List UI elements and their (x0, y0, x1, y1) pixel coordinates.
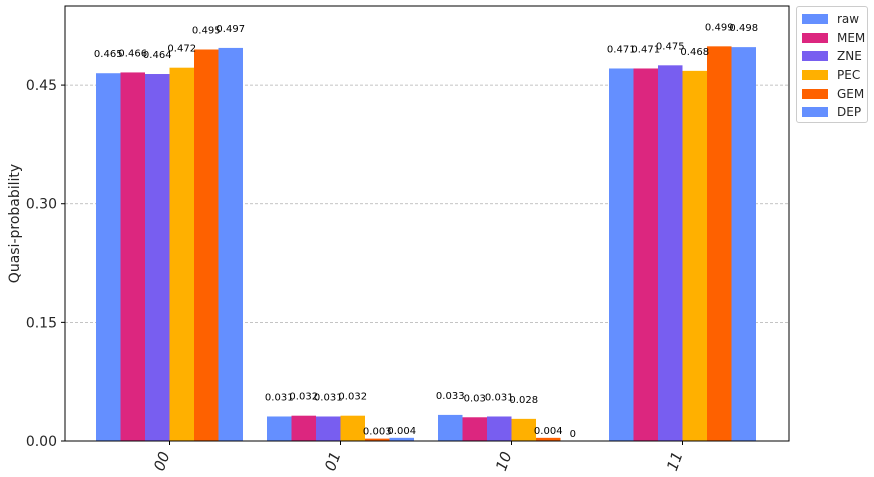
bar-zne-00 (145, 74, 170, 441)
legend-swatch (802, 51, 828, 62)
y-tick-label: 0.00 (26, 434, 57, 450)
legend-label: GEM (837, 86, 865, 101)
bar-zne-01 (316, 416, 341, 441)
data-label: 0.499 (705, 22, 734, 33)
data-label: 0.472 (167, 44, 196, 55)
bar-dep-11 (731, 47, 756, 442)
bar-mem-10 (462, 417, 487, 441)
data-label: 0.031 (485, 392, 514, 403)
bar-raw-00 (96, 73, 121, 442)
data-label: 0.468 (680, 47, 709, 58)
bar-gem-11 (707, 46, 732, 441)
data-label: 0.466 (118, 48, 147, 59)
bar-pec-00 (169, 67, 194, 441)
bar-raw-01 (267, 416, 292, 441)
legend-label: ZNE (837, 49, 862, 64)
x-tick-label: 10 (492, 449, 515, 473)
data-labels: 0.4650.4660.4640.4720.4950.4970.0310.032… (94, 22, 758, 440)
y-axis-ticks: 0.00 0.15 0.30 0.45 (26, 78, 65, 450)
data-label: 0.495 (192, 26, 221, 37)
bar-gem-10 (536, 437, 561, 441)
data-label: 0.028 (509, 395, 538, 406)
x-tick-label: 11 (663, 449, 686, 473)
bar-mem-11 (633, 68, 658, 442)
legend-swatch (802, 70, 828, 81)
legend-swatch (802, 14, 828, 25)
legend-label: DEP (837, 105, 862, 120)
legend-swatch (802, 32, 828, 43)
data-label: 0.464 (143, 50, 172, 61)
legend-label: MEM (837, 30, 866, 45)
y-tick-label: 0.15 (26, 315, 57, 331)
legend-item-pec: PEC (802, 66, 867, 85)
bar-gem-00 (194, 49, 219, 441)
legend-swatch (802, 107, 828, 118)
legend: raw MEM ZNE PEC GEM DEP (796, 6, 868, 123)
data-label: 0.033 (436, 391, 465, 402)
legend-label: raw (837, 12, 860, 27)
data-label: 0.471 (631, 44, 660, 55)
data-label: 0.004 (534, 426, 563, 437)
y-axis-title: Quasi-probability (7, 164, 23, 283)
legend-item-mem: MEM (802, 29, 867, 48)
data-label: 0.004 (387, 426, 416, 437)
data-label: 0.031 (265, 392, 294, 403)
bar-mem-01 (291, 415, 316, 441)
x-tick-label: 00 (150, 449, 173, 473)
plot-area-frame (64, 5, 790, 442)
data-label: 0 (570, 429, 576, 440)
legend-swatch (802, 88, 828, 99)
x-axis-ticks: 00 01 10 11 (150, 441, 687, 473)
bar-pec-01 (340, 415, 365, 441)
data-label: 0.498 (729, 23, 758, 34)
data-label: 0.032 (338, 392, 367, 403)
legend-label: PEC (837, 68, 861, 83)
legend-item-zne: ZNE (802, 47, 867, 66)
data-label: 0.003 (363, 427, 392, 438)
legend-item-dep: DEP (802, 103, 867, 122)
bars (96, 46, 756, 442)
legend-item-raw: raw (802, 10, 867, 29)
bar-dep-01 (389, 437, 414, 441)
bar-gem-01 (365, 438, 390, 441)
bar-zne-10 (487, 416, 512, 441)
bar-pec-10 (511, 418, 536, 441)
y-tick-label: 0.45 (26, 78, 57, 94)
bar-zne-11 (658, 65, 683, 442)
data-label: 0.031 (314, 392, 343, 403)
data-label: 0.475 (656, 41, 685, 52)
bar-raw-11 (609, 68, 634, 442)
data-label: 0.465 (94, 49, 123, 60)
data-label: 0.032 (289, 392, 318, 403)
bar-pec-11 (682, 70, 707, 441)
data-label: 0.03 (464, 393, 486, 404)
bar-raw-10 (438, 414, 463, 441)
legend-item-gem: GEM (802, 84, 867, 103)
x-tick-label: 01 (321, 449, 344, 473)
data-label: 0.471 (607, 44, 636, 55)
y-tick-label: 0.30 (26, 197, 57, 213)
data-label: 0.497 (216, 24, 245, 35)
bar-mem-00 (120, 72, 145, 441)
bar-dep-00 (218, 47, 243, 441)
